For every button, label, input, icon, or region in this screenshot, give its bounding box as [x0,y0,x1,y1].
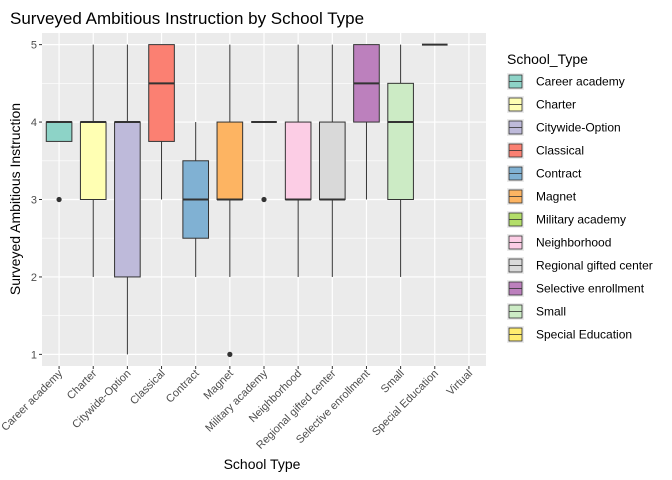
y-tick-label: 5 [31,40,37,52]
outlier-point [56,196,62,203]
x-tick-label: Virtual [445,368,475,398]
x-tick-label: Citywide-Option [70,368,133,431]
box-regional-gifted-center [319,44,346,277]
box-body [114,121,141,278]
legend-label: Small [536,305,566,319]
legend-item: Citywide-Option [507,119,621,136]
y-axis-ticks: 1 2 3 4 5 [31,40,42,361]
legend: School_Type Career academy Charter Citywid… [507,51,653,343]
legend-item: Classical [507,142,584,159]
box-contract [182,122,209,277]
outlier-point [227,351,233,357]
x-tick-label: Small [379,368,407,396]
legend-label: Career academy [536,75,625,89]
y-tick-label: 1 [31,349,37,361]
box-series [45,43,448,357]
box-body [45,121,73,142]
legend-label: Charter [536,98,576,112]
legend-label: Special Education [536,328,632,342]
x-tick-label: Contract [164,368,202,406]
box-body [284,121,312,200]
legend-item: Regional gifted center [507,257,653,274]
legend-label: Selective enrollment [536,282,645,296]
box-body [148,44,175,142]
legend-item: Contract [507,165,582,182]
legend-item: Neighborhood [507,234,611,251]
box-small [387,44,414,277]
x-tick-label: Military academy [203,367,270,434]
box-citywide-option [114,44,141,355]
outlier-point [261,196,267,203]
chart-title: Surveyed Ambitious Instruction by School… [10,9,364,28]
legend-item: Magnet [507,188,577,205]
box-body [387,82,414,200]
legend-item: Selective enrollment [507,280,645,297]
y-axis-title: Surveyed Ambitious Instruction [7,103,23,295]
box-career-academy [45,121,73,203]
x-tick-label: Classical [128,368,168,408]
legend-item: Small [507,303,566,320]
box-charter [79,44,107,277]
box-magnet [216,44,244,357]
box-military-academy [251,121,277,203]
x-axis-ticks: Career academy CharterCitywide-OptionClas… [0,366,475,452]
legend-item: Career academy [507,73,625,90]
legend-item: Military academy [507,211,626,228]
box-classical [148,44,175,200]
legend-item: Charter [507,96,576,113]
legend-label: Citywide-Option [536,121,621,135]
y-tick-label: 2 [31,272,37,284]
x-tick-label: Charter [65,367,100,402]
x-tick-label: Special Education [370,368,441,439]
legend-label: Contract [536,167,582,181]
legend-item: Special Education [507,326,632,343]
x-axis-title: School Type [224,456,301,472]
legend-title: School_Type [507,51,588,67]
x-tick-label: Career academy [0,367,66,433]
box-body [319,121,346,200]
box-selective-enrollment [353,44,380,200]
box-body [79,121,107,200]
y-tick-label: 3 [31,195,37,207]
box-neighborhood [284,44,312,277]
box-body [216,121,244,200]
legend-label: Neighborhood [536,236,611,250]
legend-label: Military academy [536,213,626,227]
legend-label: Regional gifted center [536,259,653,273]
x-tick-label: Magnet [202,368,236,402]
y-tick-label: 4 [31,117,37,129]
legend-label: Classical [536,144,584,158]
legend-label: Magnet [536,190,577,204]
